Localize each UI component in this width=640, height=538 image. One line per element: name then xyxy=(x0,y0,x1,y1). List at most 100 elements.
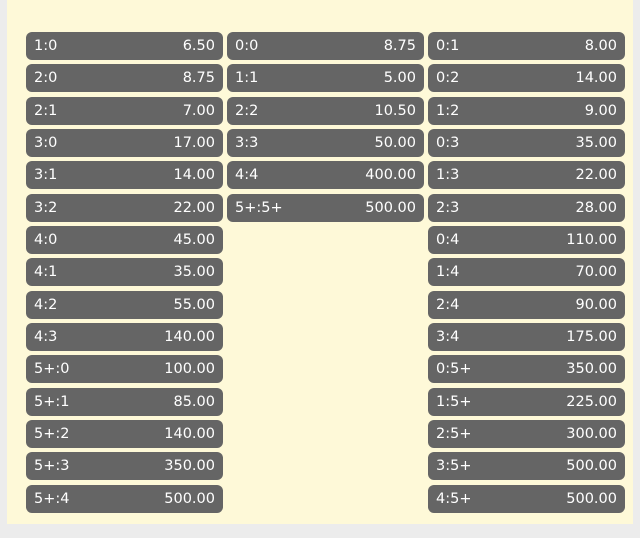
score-odds-button[interactable]: 4:5+ 500.00 xyxy=(428,484,625,513)
odds-value: 500.00 xyxy=(164,490,215,507)
odds-value: 500.00 xyxy=(566,458,617,475)
odds-value: 10.50 xyxy=(374,102,416,119)
odds-value: 22.00 xyxy=(173,199,215,216)
score-odds-button[interactable]: 4:1 35.00 xyxy=(26,258,223,287)
score-label: 3:4 xyxy=(436,329,460,346)
score-label: 5+:0 xyxy=(34,361,70,378)
score-odds-button[interactable]: 5+:1 85.00 xyxy=(26,387,223,416)
score-odds-button[interactable]: 2:1 7.00 xyxy=(26,96,223,125)
score-odds-button[interactable]: 5+:4 500.00 xyxy=(26,484,223,513)
score-label: 1:2 xyxy=(436,102,460,119)
odds-value: 50.00 xyxy=(374,135,416,152)
score-odds-button[interactable]: 3:4 175.00 xyxy=(428,323,625,352)
odds-value: 14.00 xyxy=(575,70,617,87)
score-odds-button[interactable]: 5+:2 140.00 xyxy=(26,420,223,449)
score-odds-button[interactable]: 5+:5+ 500.00 xyxy=(227,193,424,222)
score-odds-button[interactable]: 0:3 35.00 xyxy=(428,129,625,158)
score-odds-button[interactable]: 3:2 22.00 xyxy=(26,193,223,222)
score-label: 4:0 xyxy=(34,232,58,249)
column-draws: 0:0 8.75 1:1 5.00 2:2 10.50 3:3 50.00 4:4 400.00 5… xyxy=(227,32,424,226)
score-odds-button[interactable]: 4:0 45.00 xyxy=(26,226,223,255)
odds-value: 100.00 xyxy=(164,361,215,378)
score-odds-button[interactable]: 1:5+ 225.00 xyxy=(428,387,625,416)
odds-value: 350.00 xyxy=(164,458,215,475)
score-odds-button[interactable]: 1:1 5.00 xyxy=(227,64,424,93)
score-odds-button[interactable]: 1:4 70.00 xyxy=(428,258,625,287)
score-label: 4:2 xyxy=(34,296,58,313)
score-label: 2:0 xyxy=(34,70,58,87)
score-label: 2:4 xyxy=(436,296,460,313)
score-odds-button[interactable]: 2:0 8.75 xyxy=(26,64,223,93)
score-odds-button[interactable]: 0:4 110.00 xyxy=(428,226,625,255)
odds-value: 140.00 xyxy=(164,329,215,346)
score-odds-button[interactable]: 0:5+ 350.00 xyxy=(428,355,625,384)
score-label: 4:4 xyxy=(235,167,259,184)
score-label: 3:2 xyxy=(34,199,58,216)
score-odds-button[interactable]: 3:3 50.00 xyxy=(227,129,424,158)
odds-value: 22.00 xyxy=(575,167,617,184)
score-odds-button[interactable]: 1:2 9.00 xyxy=(428,96,625,125)
odds-value: 85.00 xyxy=(173,393,215,410)
odds-value: 45.00 xyxy=(173,232,215,249)
score-odds-button[interactable]: 3:5+ 500.00 xyxy=(428,452,625,481)
column-away-wins: 0:1 8.00 0:2 14.00 1:2 9.00 0:3 35.00 1:3 22.00 2:… xyxy=(428,32,625,517)
odds-value: 55.00 xyxy=(173,296,215,313)
odds-value: 8.75 xyxy=(383,38,416,54)
score-odds-button[interactable]: 0:0 8.75 xyxy=(227,32,424,60)
odds-value: 35.00 xyxy=(575,135,617,152)
odds-value: 175.00 xyxy=(566,329,617,346)
odds-value: 70.00 xyxy=(575,264,617,281)
odds-value: 500.00 xyxy=(566,490,617,507)
score-odds-button[interactable]: 3:1 14.00 xyxy=(26,161,223,190)
score-odds-button[interactable]: 2:4 90.00 xyxy=(428,290,625,319)
score-label: 5+:4 xyxy=(34,490,70,507)
score-label: 0:2 xyxy=(436,70,460,87)
score-odds-button[interactable]: 2:3 28.00 xyxy=(428,193,625,222)
odds-value: 225.00 xyxy=(566,393,617,410)
score-odds-button[interactable]: 4:2 55.00 xyxy=(26,290,223,319)
score-odds-button[interactable]: 4:4 400.00 xyxy=(227,161,424,190)
odds-value: 8.00 xyxy=(584,38,617,54)
score-label: 2:2 xyxy=(235,102,259,119)
column-home-wins: 1:0 6.50 2:0 8.75 2:1 7.00 3:0 17.00 3:1 14.00 3:2… xyxy=(26,32,223,517)
score-odds-button[interactable]: 1:0 6.50 xyxy=(26,32,223,60)
odds-value: 17.00 xyxy=(173,135,215,152)
score-label: 1:0 xyxy=(34,38,58,54)
score-odds-button[interactable]: 5+:0 100.00 xyxy=(26,355,223,384)
score-odds-button[interactable]: 1:3 22.00 xyxy=(428,161,625,190)
score-label: 5+:5+ xyxy=(235,199,283,216)
score-label: 5+:1 xyxy=(34,393,70,410)
odds-value: 9.00 xyxy=(584,102,617,119)
odds-value: 28.00 xyxy=(575,199,617,216)
score-label: 0:5+ xyxy=(436,361,472,378)
score-odds-button[interactable]: 0:2 14.00 xyxy=(428,64,625,93)
score-odds-button[interactable]: 2:2 10.50 xyxy=(227,96,424,125)
odds-value: 140.00 xyxy=(164,426,215,443)
score-label: 1:1 xyxy=(235,70,259,87)
score-label: 3:1 xyxy=(34,167,58,184)
odds-value: 5.00 xyxy=(383,70,416,87)
odds-value: 500.00 xyxy=(365,199,416,216)
odds-value: 350.00 xyxy=(566,361,617,378)
score-label: 2:1 xyxy=(34,102,58,119)
score-label: 4:3 xyxy=(34,329,58,346)
score-odds-button[interactable]: 4:3 140.00 xyxy=(26,323,223,352)
odds-value: 35.00 xyxy=(173,264,215,281)
score-label: 2:3 xyxy=(436,199,460,216)
score-label: 0:3 xyxy=(436,135,460,152)
odds-value: 8.75 xyxy=(182,70,215,87)
score-label: 1:5+ xyxy=(436,393,472,410)
score-label: 1:3 xyxy=(436,167,460,184)
score-odds-button[interactable]: 0:1 8.00 xyxy=(428,32,625,60)
score-label: 3:3 xyxy=(235,135,259,152)
score-odds-button[interactable]: 2:5+ 300.00 xyxy=(428,420,625,449)
odds-value: 400.00 xyxy=(365,167,416,184)
odds-value: 6.50 xyxy=(182,38,215,54)
score-label: 3:0 xyxy=(34,135,58,152)
odds-value: 110.00 xyxy=(566,232,617,249)
score-label: 0:0 xyxy=(235,38,259,54)
score-odds-button[interactable]: 3:0 17.00 xyxy=(26,129,223,158)
score-odds-button[interactable]: 5+:3 350.00 xyxy=(26,452,223,481)
score-label: 1:4 xyxy=(436,264,460,281)
score-label: 0:4 xyxy=(436,232,460,249)
